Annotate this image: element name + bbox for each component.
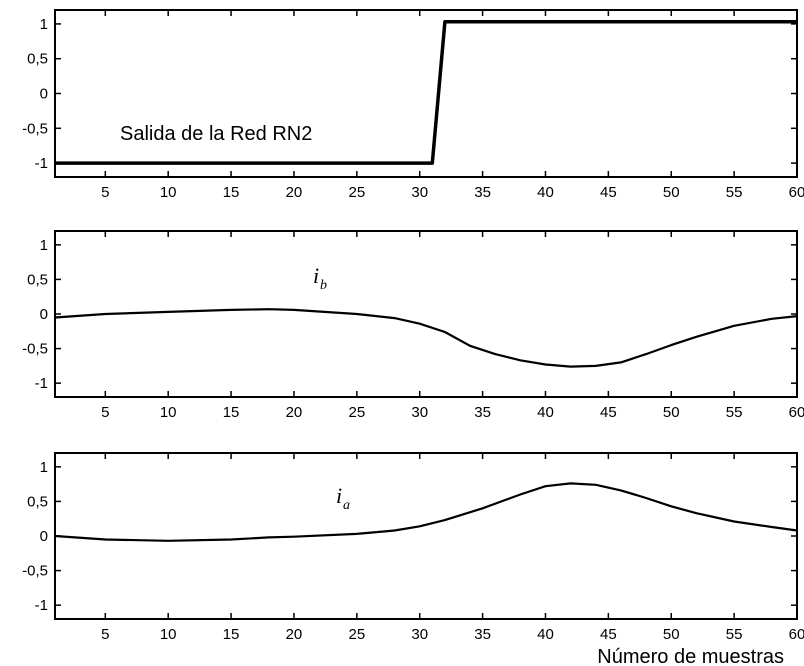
x-tick-label: 20 [286,184,303,201]
x-tick-label: 60 [789,626,804,643]
x-tick-label: 15 [223,626,240,643]
x-tick-label: 55 [726,404,743,421]
panel-ib: 5 10 15 20 25 30 35 40 45 50 55 60 -1 -0,5 0 0,5 1 i b [22,230,804,421]
y-tick-label: 1 [40,16,48,33]
panel-ia: 5 10 15 20 25 30 35 40 45 50 55 60 -1 -0,5 0 0,5 1 i a [22,452,804,643]
x-tick-label: 30 [411,184,428,201]
annotation-subscript: b [320,278,327,293]
y-tick-label: -0,5 [22,563,48,580]
x-tick-label: 15 [223,184,240,201]
y-tick-label: 0,5 [27,51,48,68]
series-line [54,308,798,368]
x-tick-label: 45 [600,184,617,201]
x-tick-label: 40 [537,626,554,643]
x-tick-label: 20 [286,626,303,643]
plot-frame [54,9,798,178]
x-tick-label: 20 [286,404,303,421]
y-tick-label: -1 [35,155,48,172]
annotation-label: Salida de la Red RN2 [120,123,312,145]
series-line [54,482,798,542]
x-tick-label: 10 [160,404,177,421]
x-tick-label: 30 [411,626,428,643]
x-tick-label: 55 [726,626,743,643]
annotation-subscript: a [343,498,350,513]
x-tick-label: 45 [600,404,617,421]
series-line [55,20,797,165]
plot-frame [54,452,798,620]
y-tick-label: 0,5 [27,271,48,288]
x-tick-label: 25 [348,184,365,201]
y-tick-label: -0,5 [22,341,48,358]
x-tick-label: 50 [663,184,680,201]
annotation-symbol: i [313,263,319,288]
x-tick-label: 5 [101,184,109,201]
x-tick-label: 40 [537,184,554,201]
x-tick-label: 35 [474,626,491,643]
x-tick-label: 50 [663,626,680,643]
x-tick-label: 30 [411,404,428,421]
y-tick-label: -1 [35,375,48,392]
y-tick-label: -0,5 [22,120,48,137]
x-tick-label: 25 [348,626,365,643]
x-tick-label: 40 [537,404,554,421]
x-tick-label: 10 [160,626,177,643]
y-tick-label: 1 [40,459,48,476]
x-tick-label: 25 [348,404,365,421]
x-tick-label: 15 [223,404,240,421]
x-tick-label: 5 [101,404,109,421]
y-tick-label: 0 [40,528,48,545]
plot-frame [54,230,798,398]
x-tick-label: 60 [789,404,804,421]
y-tick-label: -1 [35,597,48,614]
x-tick-label: 5 [101,626,109,643]
x-tick-label: 55 [726,184,743,201]
x-tick-label: 35 [474,404,491,421]
x-axis-label: Número de muestras [597,646,784,666]
x-tick-label: 45 [600,626,617,643]
annotation-symbol: i [336,483,342,508]
y-tick-label: 0 [40,86,48,103]
x-tick-label: 35 [474,184,491,201]
panel-salida-red: 5 10 15 20 25 30 35 40 45 50 55 60 -1 -0,5 0 0,5 1 Salida… [22,9,804,201]
y-tick-label: 1 [40,237,48,254]
y-tick-label: 0 [40,306,48,323]
y-tick-label: 0,5 [27,493,48,510]
x-tick-label: 60 [789,184,804,201]
x-tick-label: 50 [663,404,680,421]
x-tick-label: 10 [160,184,177,201]
